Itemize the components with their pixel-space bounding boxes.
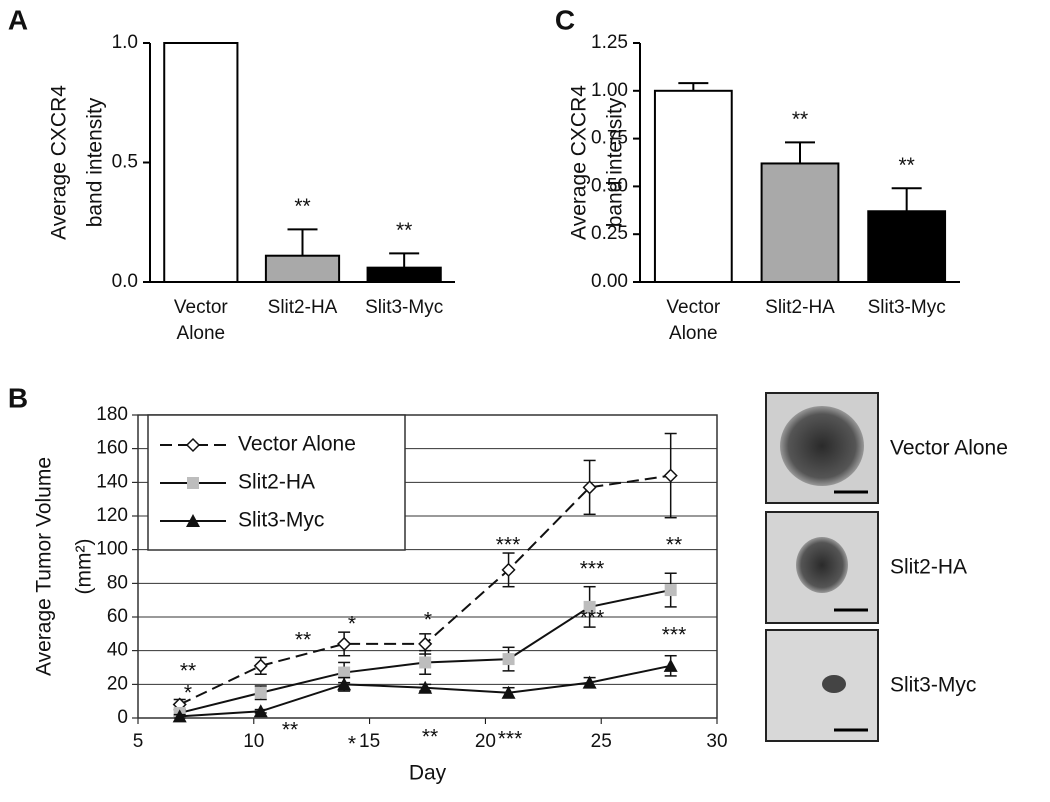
significance: *** [496,534,521,557]
significance: *** [580,607,605,630]
y-tick-label: 0.00 [591,271,628,292]
photo-vector-alone [765,392,879,504]
y-tick-label: 0.0 [112,271,138,292]
significance: *** [662,624,687,647]
significance: ** [180,660,196,683]
marker [418,680,433,694]
marker [253,704,268,718]
y-axis-label: (mm²) [73,539,96,595]
x-axis-label: Day [409,762,447,785]
y-tick-label: 0.50 [591,175,628,196]
significance: ** [422,726,438,749]
panel-label: A [8,4,28,35]
marker [337,677,352,691]
x-tick-label: 30 [706,731,727,752]
significance: ** [898,154,914,177]
y-tick-label: 60 [107,606,128,627]
legend-marker [187,477,199,489]
x-tick-label: Slit3-Myc [868,297,946,318]
y-tick-label: 40 [107,640,128,661]
x-tick-label: 20 [475,731,496,752]
marker [582,675,597,689]
y-tick-label: 0.25 [591,223,628,244]
y-tick-label: 1.25 [591,32,628,53]
legend-label: Slit2-HA [238,471,315,494]
significance: * [424,609,432,632]
y-axis-label: Average CXCR4 [568,85,591,240]
plot-frame [137,414,718,719]
bar [867,210,947,283]
photo-slit2-ha [765,511,879,624]
marker [501,685,516,699]
significance: * [184,682,192,705]
marker [254,686,267,699]
x-tick-label: Vector Alone [666,297,721,344]
bar [760,162,840,283]
legend-marker [185,437,201,453]
y-tick-label: 180 [96,404,128,425]
photo-label: Slit2-HA [890,556,967,579]
significance: ** [792,108,808,131]
marker [663,468,678,483]
bar [264,254,341,284]
y-tick-label: 0.75 [591,128,628,149]
panel-label: C [555,4,575,35]
significance: ** [396,219,412,242]
y-tick-label: 1.00 [591,80,628,101]
x-tick-label: Slit3-Myc [365,297,443,318]
significance: ** [295,629,311,652]
legend-label: Slit3-Myc [238,509,324,532]
bar [366,266,442,284]
marker [664,584,677,597]
marker [501,562,516,577]
x-tick-label: 15 [359,731,380,752]
bar [653,89,733,283]
marker [337,636,352,651]
marker [583,600,596,613]
x-tick-label: 25 [591,731,612,752]
significance: ** [294,195,310,218]
x-tick-label: Vector Alone [174,297,229,344]
y-tick-label: 100 [96,539,128,560]
y-axis-label: Average Tumor Volume [33,457,56,676]
photo-slit3-myc [765,629,879,742]
significance: *** [580,558,605,581]
y-tick-label: 20 [107,673,128,694]
significance: ** [282,719,298,742]
photo-label: Vector Alone [890,437,1008,460]
y-tick-label: 0.5 [112,152,138,173]
y-tick-label: 120 [96,505,128,526]
significance: *** [498,728,523,751]
legend-label: Vector Alone [238,433,356,456]
photo-label: Slit3-Myc [890,674,976,697]
marker [502,653,515,666]
y-tick-label: 160 [96,438,128,459]
significance: * [348,613,356,636]
significance: ** [666,534,682,557]
y-tick-label: 140 [96,471,128,492]
bar [163,42,239,283]
panel-label: B [8,382,28,413]
y-tick-label: 1.0 [112,32,138,53]
x-tick-label: 5 [133,731,144,752]
significance: * [348,733,356,756]
x-tick-label: Slit2-HA [765,297,835,318]
marker [172,709,187,723]
marker [338,666,351,679]
x-tick-label: Slit2-HA [268,297,338,318]
y-axis-label: Average CXCR4 [48,85,71,240]
y-tick-label: 0 [117,707,128,728]
x-tick-label: 10 [243,731,264,752]
marker [253,658,268,673]
y-axis-label: band intensity [604,97,627,227]
marker [582,480,597,495]
marker [663,658,678,672]
marker [419,656,432,669]
y-axis-label: band intensity [84,97,107,227]
legend-marker [186,514,200,527]
y-tick-label: 80 [107,572,128,593]
